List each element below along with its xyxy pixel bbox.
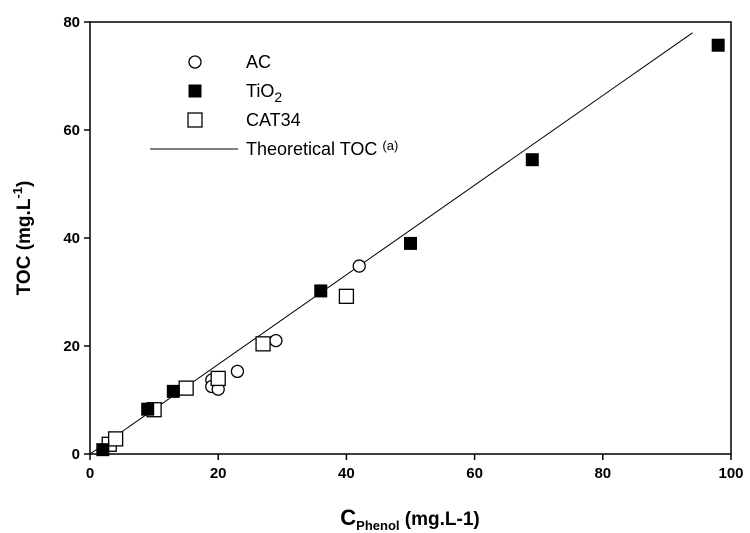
y-tick-label: 80 [63, 14, 80, 31]
x-tick-label: 80 [594, 465, 611, 482]
y-tick-label: 60 [63, 122, 80, 139]
tio2-point [404, 236, 417, 250]
legend-label-tio2: TiO2 [246, 81, 282, 105]
ac-point [230, 364, 245, 379]
cat34-point [178, 380, 194, 396]
legend-swatch-tio2 [188, 84, 202, 98]
ac-point [269, 333, 283, 348]
x-tick-label: 60 [466, 465, 483, 482]
tio2-point [96, 443, 110, 457]
tio2-point [166, 384, 180, 398]
tio2-point [314, 284, 328, 298]
x-tick-label: 0 [86, 465, 94, 482]
cat34-point [338, 288, 355, 304]
legend-label-ac: AC [246, 52, 271, 72]
legend-label-cat34: CAT34 [246, 110, 301, 130]
y-tick-label: 20 [63, 338, 80, 355]
tio2-point [141, 402, 155, 416]
ticks: 0 20 40 60 80 100 0 20 40 60 80 [63, 14, 743, 482]
y-axis-title: TOC (mg.L-1) [10, 181, 35, 296]
x-tick-label: 40 [338, 465, 355, 482]
cat34-point [210, 370, 226, 387]
legend-label-theoretical-toc-a-: Theoretical TOC (a) [246, 138, 398, 159]
legend-swatch-cat34 [187, 112, 203, 128]
legend-swatch-ac [188, 55, 202, 69]
cat34-point [107, 431, 124, 447]
cat34-point [255, 336, 271, 352]
y-tick-label: 40 [63, 230, 80, 247]
x-axis-title: CPhenol (mg.L-1) [340, 505, 479, 533]
legend: AC TiO2 CAT34 Theoretical TOC (a) [150, 52, 398, 159]
x-tick-label: 20 [210, 465, 227, 482]
tio2-point [525, 153, 539, 167]
x-tick-label: 100 [718, 465, 743, 482]
tio2-point [711, 38, 725, 52]
markers-layer [96, 38, 725, 457]
y-tick-label: 0 [72, 446, 80, 463]
ac-point [352, 259, 366, 273]
